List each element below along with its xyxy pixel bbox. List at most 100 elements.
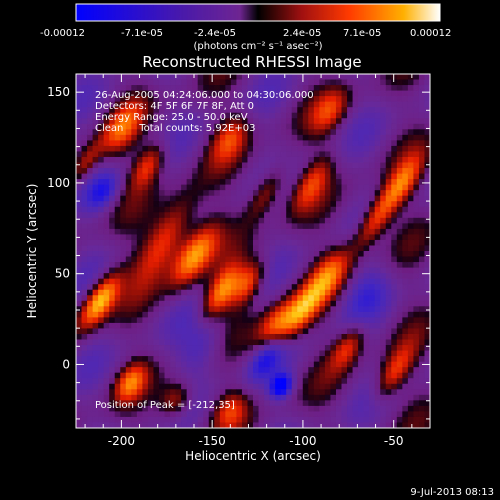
heatmap-cell bbox=[103, 190, 110, 197]
heatmap-cell bbox=[114, 416, 121, 423]
heatmap-cell bbox=[219, 422, 226, 428]
heatmap-cell bbox=[330, 383, 337, 390]
heatmap-cell bbox=[347, 145, 353, 152]
heatmap-cell bbox=[92, 223, 99, 230]
heatmap-cell bbox=[81, 411, 88, 418]
heatmap-cell bbox=[192, 101, 199, 108]
heatmap-cell bbox=[297, 300, 304, 307]
heatmap-cell bbox=[203, 422, 210, 428]
heatmap-cell bbox=[352, 90, 359, 97]
heatmap-cell bbox=[418, 123, 425, 130]
heatmap-cell bbox=[203, 206, 210, 213]
heatmap-cell bbox=[109, 145, 116, 152]
heatmap-cell bbox=[313, 212, 320, 219]
annotation-time: 26-Aug-2005 04:24:06.000 to 04:30:06.000 bbox=[95, 90, 314, 101]
heatmap-cell bbox=[308, 168, 315, 174]
heatmap-cell bbox=[319, 273, 326, 280]
heatmap-cell bbox=[103, 400, 110, 407]
heatmap-cell bbox=[308, 145, 315, 152]
heatmap-cell bbox=[374, 206, 381, 213]
heatmap-cell bbox=[125, 378, 132, 385]
heatmap-cell bbox=[413, 416, 420, 423]
heatmap-cell bbox=[258, 356, 265, 363]
heatmap-cell bbox=[264, 367, 270, 374]
heatmap-cell bbox=[197, 206, 204, 213]
heatmap-cell bbox=[114, 333, 121, 340]
heatmap-cell bbox=[369, 134, 376, 141]
colorbar-tick-5: 7.1e-05 bbox=[343, 28, 381, 39]
heatmap-cell bbox=[203, 273, 210, 280]
heatmap-cell bbox=[391, 90, 398, 97]
heatmap-cell bbox=[147, 79, 154, 86]
heatmap-cell bbox=[313, 151, 320, 158]
heatmap-cell bbox=[186, 96, 193, 103]
heatmap-cell bbox=[186, 145, 193, 152]
heatmap-cell bbox=[269, 394, 276, 401]
heatmap-cell bbox=[147, 361, 154, 368]
heatmap-cell bbox=[103, 134, 110, 141]
heatmap-cell bbox=[186, 123, 193, 130]
heatmap-cell bbox=[125, 422, 132, 428]
heatmap-cell bbox=[380, 339, 387, 346]
heatmap-cell bbox=[225, 295, 232, 302]
heatmap-cell bbox=[142, 317, 149, 324]
heatmap-cell bbox=[280, 217, 287, 224]
heatmap-cell bbox=[280, 289, 287, 296]
heatmap-cell bbox=[402, 322, 409, 329]
heatmap-cell bbox=[153, 85, 160, 91]
heatmap-cell bbox=[87, 85, 93, 91]
heatmap-cell bbox=[181, 383, 188, 390]
heatmap-cell bbox=[247, 223, 254, 230]
heatmap-cell bbox=[147, 156, 154, 163]
heatmap-cell bbox=[297, 90, 304, 97]
heatmap-cell bbox=[120, 350, 127, 357]
heatmap-cell bbox=[374, 300, 381, 307]
heatmap-cell bbox=[125, 245, 132, 252]
heatmap-cell bbox=[87, 151, 93, 158]
heatmap-cell bbox=[192, 212, 199, 219]
heatmap-cell bbox=[374, 217, 381, 224]
heatmap-cell bbox=[280, 306, 287, 313]
heatmap-cell bbox=[374, 416, 381, 423]
heatmap-cell bbox=[236, 74, 243, 80]
heatmap-cell bbox=[424, 256, 430, 263]
heatmap-cell bbox=[275, 284, 282, 291]
heatmap-cell bbox=[164, 339, 171, 346]
heatmap-cell bbox=[374, 123, 381, 130]
heatmap-cell bbox=[385, 74, 392, 80]
heatmap-cell bbox=[352, 168, 359, 174]
heatmap-cell bbox=[319, 311, 326, 318]
heatmap-cell bbox=[219, 112, 226, 119]
heatmap-cell bbox=[352, 184, 359, 191]
heatmap-cell bbox=[402, 228, 409, 235]
heatmap-cell bbox=[236, 405, 243, 412]
heatmap-cell bbox=[369, 367, 376, 374]
heatmap-cell bbox=[369, 361, 376, 368]
heatmap-cell bbox=[181, 350, 188, 357]
heatmap-cell bbox=[208, 405, 215, 412]
heatmap-cell bbox=[136, 328, 143, 335]
heatmap-cell bbox=[247, 284, 254, 291]
heatmap-cell bbox=[391, 184, 398, 191]
heatmap-cell bbox=[114, 151, 121, 158]
heatmap-cell bbox=[352, 173, 359, 180]
heatmap-cell bbox=[407, 405, 414, 412]
heatmap-cell bbox=[142, 256, 149, 263]
heatmap-cell bbox=[385, 339, 392, 346]
heatmap-cell bbox=[352, 129, 359, 136]
heatmap-cell bbox=[335, 162, 342, 169]
heatmap-cell bbox=[92, 262, 99, 268]
heatmap-cell bbox=[363, 234, 370, 241]
heatmap-cell bbox=[236, 85, 243, 91]
heatmap-cell bbox=[363, 262, 370, 268]
heatmap-cell bbox=[214, 317, 221, 324]
heatmap-cell bbox=[87, 273, 93, 280]
heatmap-cell bbox=[247, 184, 254, 191]
heatmap-cell bbox=[413, 273, 420, 280]
heatmap-cell bbox=[175, 394, 182, 401]
heatmap-cell bbox=[413, 284, 420, 291]
heatmap-cell bbox=[230, 212, 237, 219]
heatmap-cell bbox=[236, 212, 243, 219]
heatmap-cell bbox=[297, 317, 304, 324]
heatmap-cell bbox=[131, 184, 138, 191]
